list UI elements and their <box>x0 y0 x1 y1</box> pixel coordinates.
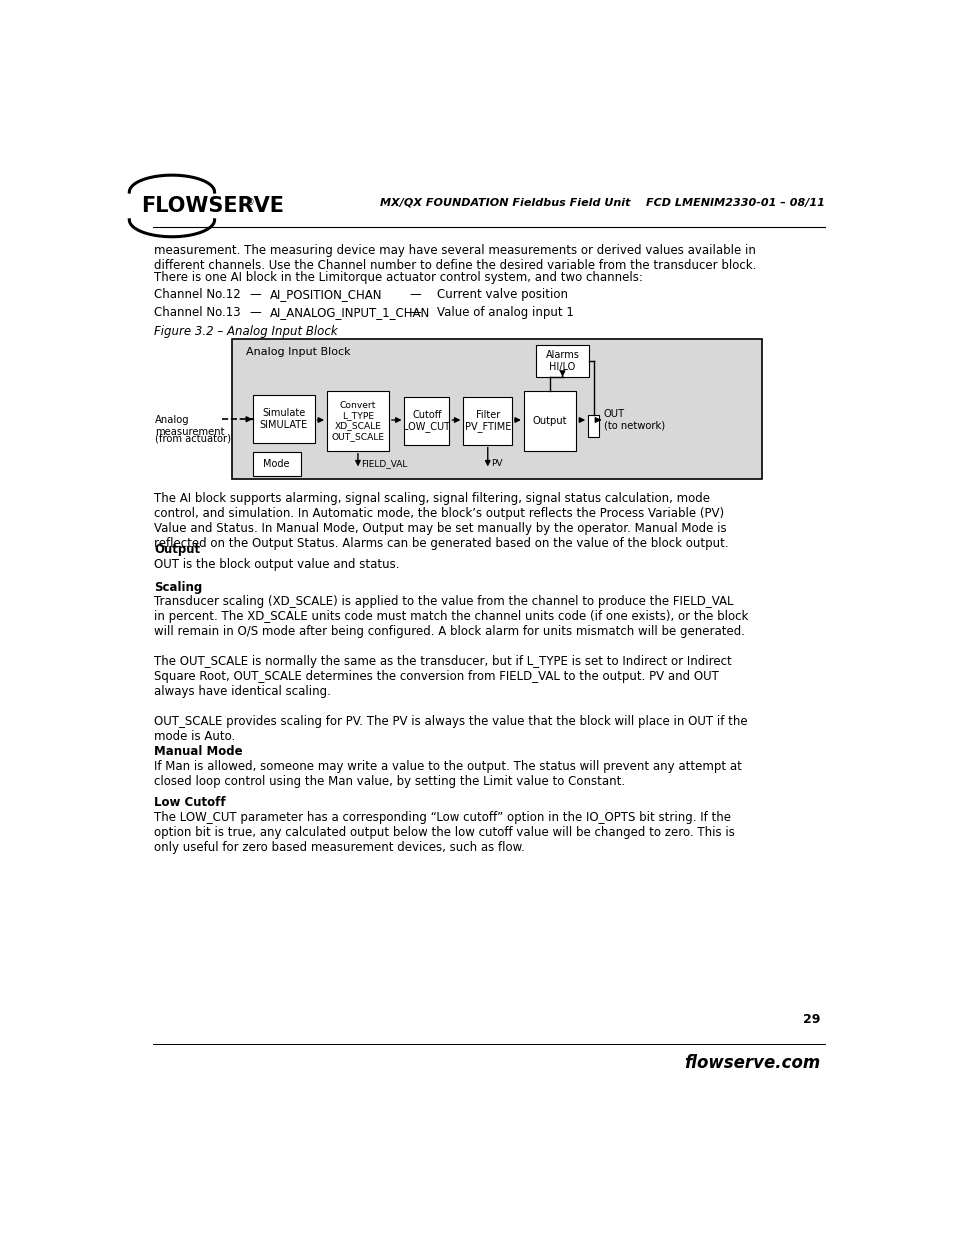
Text: The AI block supports alarming, signal scaling, signal filtering, signal status : The AI block supports alarming, signal s… <box>154 493 728 551</box>
Text: Filter
PV_FTIME: Filter PV_FTIME <box>464 410 511 432</box>
Text: Simulate
SIMULATE: Simulate SIMULATE <box>259 409 308 430</box>
Bar <box>253 395 314 443</box>
Bar <box>463 396 512 445</box>
Text: Low Cutoff: Low Cutoff <box>154 797 226 809</box>
Text: AI_ANALOG_INPUT_1_CHAN: AI_ANALOG_INPUT_1_CHAN <box>270 306 430 319</box>
Text: OUT
(to network): OUT (to network) <box>603 409 664 431</box>
Text: Convert
L_TYPE
XD_SCALE
OUT_SCALE: Convert L_TYPE XD_SCALE OUT_SCALE <box>331 400 384 441</box>
Text: Channel No.13: Channel No.13 <box>154 306 240 319</box>
Text: Transducer scaling (XD_SCALE) is applied to the value from the channel to produc: Transducer scaling (XD_SCALE) is applied… <box>154 595 748 743</box>
Bar <box>232 340 761 479</box>
Text: If Man is allowed, someone may write a value to the output. The status will prev: If Man is allowed, someone may write a v… <box>154 760 741 788</box>
Text: Value of analog input 1: Value of analog input 1 <box>436 306 574 319</box>
Bar <box>536 345 588 377</box>
Text: OUT is the block output value and status.: OUT is the block output value and status… <box>154 558 399 571</box>
Text: There is one AI block in the Limitorque actuator control system, and two channel: There is one AI block in the Limitorque … <box>154 270 642 284</box>
Text: PV: PV <box>491 458 502 468</box>
Text: Analog Input Block: Analog Input Block <box>245 347 350 357</box>
Text: MX/QX FOUNDATION Fieldbus Field Unit    FCD LMENIM2330-01 – 08/11: MX/QX FOUNDATION Fieldbus Field Unit FCD… <box>379 198 823 207</box>
Text: measurement. The measuring device may have several measurements or derived value: measurement. The measuring device may ha… <box>154 245 756 273</box>
Bar <box>404 396 449 445</box>
Text: (from actuator): (from actuator) <box>154 433 231 443</box>
Text: Current valve position: Current valve position <box>436 288 567 301</box>
Text: Scaling: Scaling <box>154 580 202 594</box>
Text: Output: Output <box>533 416 567 426</box>
Text: Cutoff
LOW_CUT: Cutoff LOW_CUT <box>403 410 450 432</box>
Text: 29: 29 <box>802 1013 820 1026</box>
Text: Analog
measurement: Analog measurement <box>154 415 224 437</box>
Text: flowserve.com: flowserve.com <box>683 1055 820 1072</box>
Bar <box>253 452 300 477</box>
Text: FLOWSERVE: FLOWSERVE <box>141 196 284 216</box>
Text: Manual Mode: Manual Mode <box>154 746 242 758</box>
Text: Figure 3.2 – Analog Input Block: Figure 3.2 – Analog Input Block <box>154 325 337 338</box>
Text: —: — <box>249 288 261 301</box>
Text: Alarms
HI/LO: Alarms HI/LO <box>545 350 578 372</box>
Text: —: — <box>410 306 421 319</box>
Text: —: — <box>249 306 261 319</box>
Bar <box>327 390 389 451</box>
Text: FIELD_VAL: FIELD_VAL <box>360 458 407 468</box>
Text: —: — <box>410 288 421 301</box>
Text: The LOW_CUT parameter has a corresponding “Low cutoff” option in the IO_OPTS bit: The LOW_CUT parameter has a correspondin… <box>154 811 734 853</box>
Bar <box>523 390 576 451</box>
Text: ®: ® <box>247 199 254 207</box>
Text: AI_POSITION_CHAN: AI_POSITION_CHAN <box>270 288 382 301</box>
Bar <box>587 415 598 437</box>
Text: Channel No.12: Channel No.12 <box>154 288 240 301</box>
Text: Output: Output <box>154 543 200 556</box>
Text: Mode: Mode <box>263 459 290 469</box>
